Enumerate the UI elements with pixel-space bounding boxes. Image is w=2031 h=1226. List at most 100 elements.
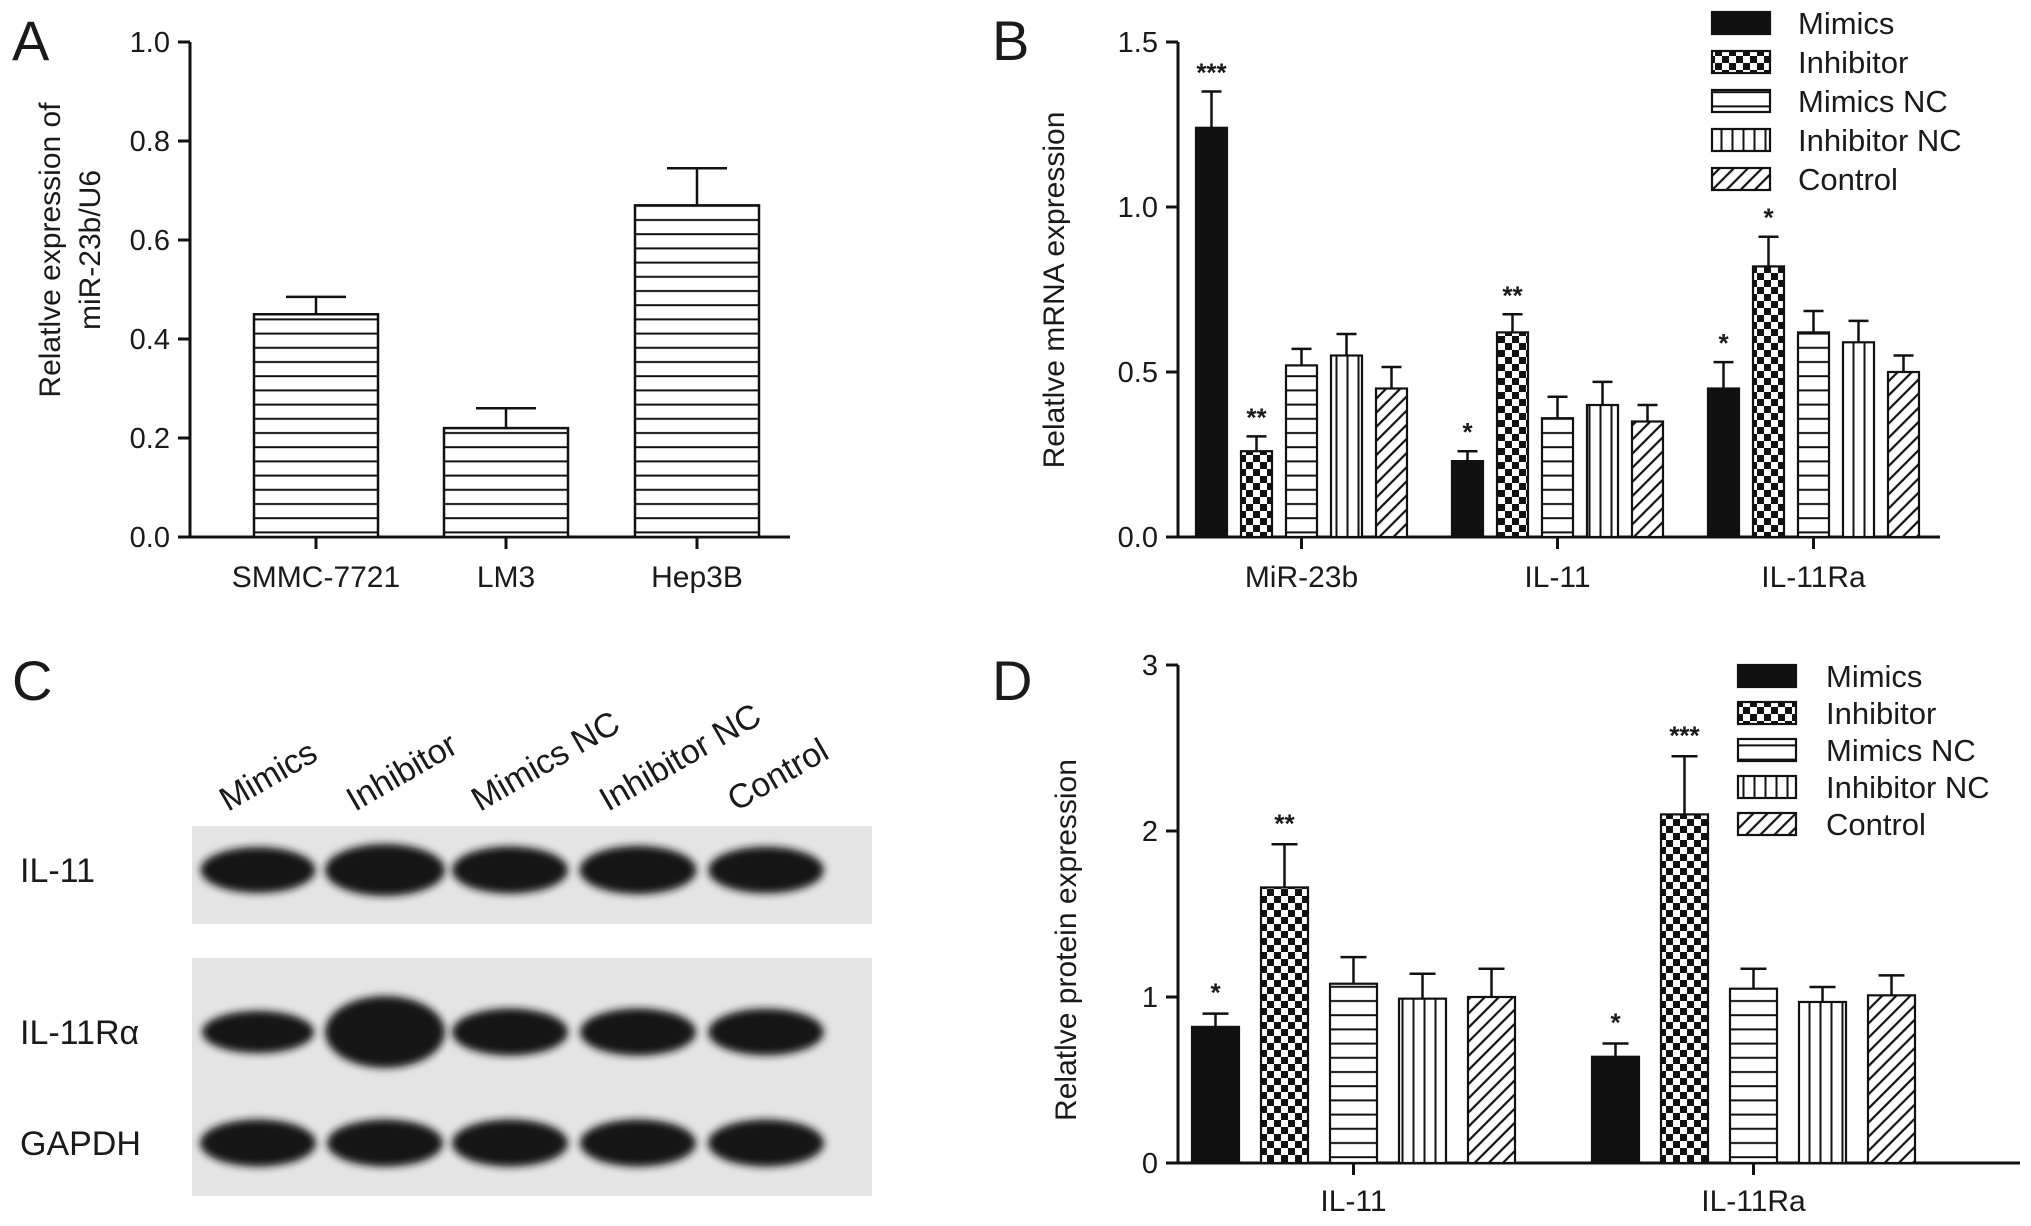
chart-b-bar-mimics-nc	[1796, 331, 1831, 539]
blot-band	[452, 1008, 568, 1056]
blot-band-label: IL-11Rα	[20, 1014, 139, 1052]
blot-lane-label: Mimics	[213, 733, 324, 819]
chart-b-bar-control	[1630, 420, 1665, 539]
chart-b-ytick-label: 0.5	[1118, 357, 1158, 389]
chart-a-category-label: SMMC-7721	[232, 561, 400, 594]
chart-d-bar-mimics	[1590, 1055, 1641, 1165]
panel-letter-d: D	[992, 649, 1032, 712]
chart-d-category-label: IL-11	[1320, 1185, 1386, 1218]
chart-d-legend-swatch-mimics-nc	[1736, 737, 1798, 763]
panel-letter-b: B	[992, 9, 1029, 72]
chart-d-legend-swatch-inhibitor	[1736, 700, 1798, 726]
chart-b-bar-mimics	[1706, 387, 1741, 539]
chart-b-significance: *	[1718, 328, 1729, 358]
blot-band	[325, 996, 445, 1068]
chart-b-bar-inhibitor	[1495, 331, 1530, 539]
blot-band	[708, 1008, 824, 1056]
chart-b-ylabel: Relatlve mRNA expression	[1038, 112, 1071, 469]
chart-b-legend-label-mimics-nc: Mimics NC	[1798, 84, 1948, 119]
chart-b-bar-inhibitor	[1239, 450, 1274, 539]
chart-d-legend-swatch-mimics	[1736, 663, 1798, 689]
chart-b-bar-mimics-nc	[1540, 417, 1575, 539]
blot-band	[580, 1008, 696, 1056]
chart-d: 0123***IL-11****IL-11RaMimicsInhibitorMi…	[1142, 650, 2020, 1218]
chart-d-bar-control	[1466, 995, 1517, 1165]
chart-b-legend-label-inhibitor-nc: Inhibitor NC	[1798, 123, 1962, 158]
blot-band	[579, 845, 697, 895]
chart-a-category-label: Hep3B	[651, 561, 743, 594]
chart-d-significance: *	[1610, 1007, 1621, 1037]
blot-band	[452, 1119, 568, 1167]
chart-d-ylabel: Relatlve protein expression	[1050, 759, 1083, 1121]
panel-letter-c: C	[12, 649, 52, 712]
blot-band-label: IL-11	[20, 852, 95, 890]
chart-b-legend-label-control: Control	[1798, 162, 1898, 197]
chart-b-significance: *	[1462, 417, 1473, 447]
chart-d-significance: *	[1210, 978, 1221, 1008]
chart-d-category-label: IL-11Ra	[1701, 1185, 1806, 1218]
blot-band	[580, 1119, 696, 1167]
chart-b-legend-swatch-inhibitor	[1710, 49, 1772, 75]
chart-a-ylabel-line2: miR-23b/U6	[74, 170, 107, 330]
blot-band-label: GAPDH	[20, 1125, 141, 1163]
chart-d-bar-inhibitor-nc	[1797, 1000, 1848, 1165]
chart-a-ylabel-line1: Relatlve expression of	[34, 102, 67, 398]
blot-band	[708, 846, 824, 894]
chart-b-bar-mimics	[1194, 126, 1229, 539]
blot-lane-label: Inhibitor	[340, 726, 464, 819]
chart-a-ytick-label: 0.8	[130, 126, 170, 158]
chart-b-legend-swatch-inhibitor-nc	[1710, 127, 1772, 153]
chart-b-bar-mimics	[1450, 460, 1485, 539]
chart-b-legend-label-inhibitor: Inhibitor	[1798, 45, 1908, 80]
chart-a: 0.0 0.2 0.4 0.6 0.8 1.0 SMMC-7721 LM3 Hep3B	[130, 27, 790, 594]
chart-d-ytick-label: 2	[1142, 816, 1158, 848]
chart-a-bar	[633, 204, 761, 539]
chart-b: 0.00.51.01.5*****MiR-23b***IL-11**IL-11R…	[1118, 6, 1962, 594]
chart-b-bar-control	[1374, 387, 1409, 539]
chart-d-bar-inhibitor	[1259, 886, 1310, 1165]
chart-d-ytick-label: 3	[1142, 650, 1158, 682]
chart-b-bar-inhibitor-nc	[1585, 403, 1620, 539]
chart-a-category-label: LM3	[477, 561, 535, 594]
chart-b-category-label: MiR-23b	[1245, 561, 1358, 594]
blot-band	[202, 1010, 314, 1054]
chart-a-ytick-label: 0.0	[130, 522, 170, 554]
chart-d-legend-label-mimics-nc: Mimics NC	[1826, 733, 1976, 768]
chart-b-bar-mimics-nc	[1284, 364, 1319, 539]
chart-d-bar-inhibitor	[1659, 813, 1710, 1165]
blot-band	[452, 846, 568, 894]
blot-band	[200, 1119, 316, 1167]
blot-band	[708, 1119, 824, 1167]
chart-b-ytick-label: 0.0	[1118, 522, 1158, 554]
chart-d-bar-mimics	[1190, 1025, 1241, 1165]
chart-b-bar-inhibitor-nc	[1841, 341, 1876, 539]
chart-d-bar-mimics-nc	[1728, 987, 1779, 1165]
chart-b-legend-swatch-mimics	[1710, 10, 1772, 36]
chart-d-bar-mimics-nc	[1328, 982, 1379, 1165]
chart-b-significance: **	[1502, 280, 1523, 310]
chart-b-ytick-label: 1.0	[1118, 192, 1158, 224]
chart-d-significance: **	[1274, 808, 1295, 838]
chart-d-bar-inhibitor-nc	[1397, 997, 1448, 1165]
chart-b-bar-control	[1886, 370, 1921, 539]
chart-b-bar-inhibitor	[1751, 265, 1786, 539]
chart-a-ytick-label: 1.0	[130, 27, 170, 59]
chart-d-legend-label-control: Control	[1826, 807, 1926, 842]
blot-band	[200, 847, 316, 893]
chart-d-ytick-label: 1	[1142, 982, 1158, 1014]
chart-b-significance: *	[1763, 203, 1774, 233]
chart-d-significance: ***	[1669, 720, 1700, 750]
chart-b-significance: ***	[1196, 58, 1227, 88]
chart-d-legend-label-inhibitor: Inhibitor	[1826, 696, 1936, 731]
chart-b-significance: **	[1246, 402, 1267, 432]
chart-a-ytick-label: 0.2	[130, 423, 170, 455]
chart-b-legend-swatch-mimics-nc	[1710, 88, 1772, 114]
chart-a-bar	[252, 313, 380, 539]
chart-d-legend-swatch-inhibitor-nc	[1736, 774, 1798, 800]
chart-b-legend-swatch-control	[1710, 166, 1772, 192]
chart-d-legend-label-inhibitor-nc: Inhibitor NC	[1826, 770, 1990, 805]
blot-band	[327, 1119, 443, 1167]
blot-band	[325, 844, 445, 896]
chart-d-ytick-label: 0	[1142, 1148, 1158, 1180]
